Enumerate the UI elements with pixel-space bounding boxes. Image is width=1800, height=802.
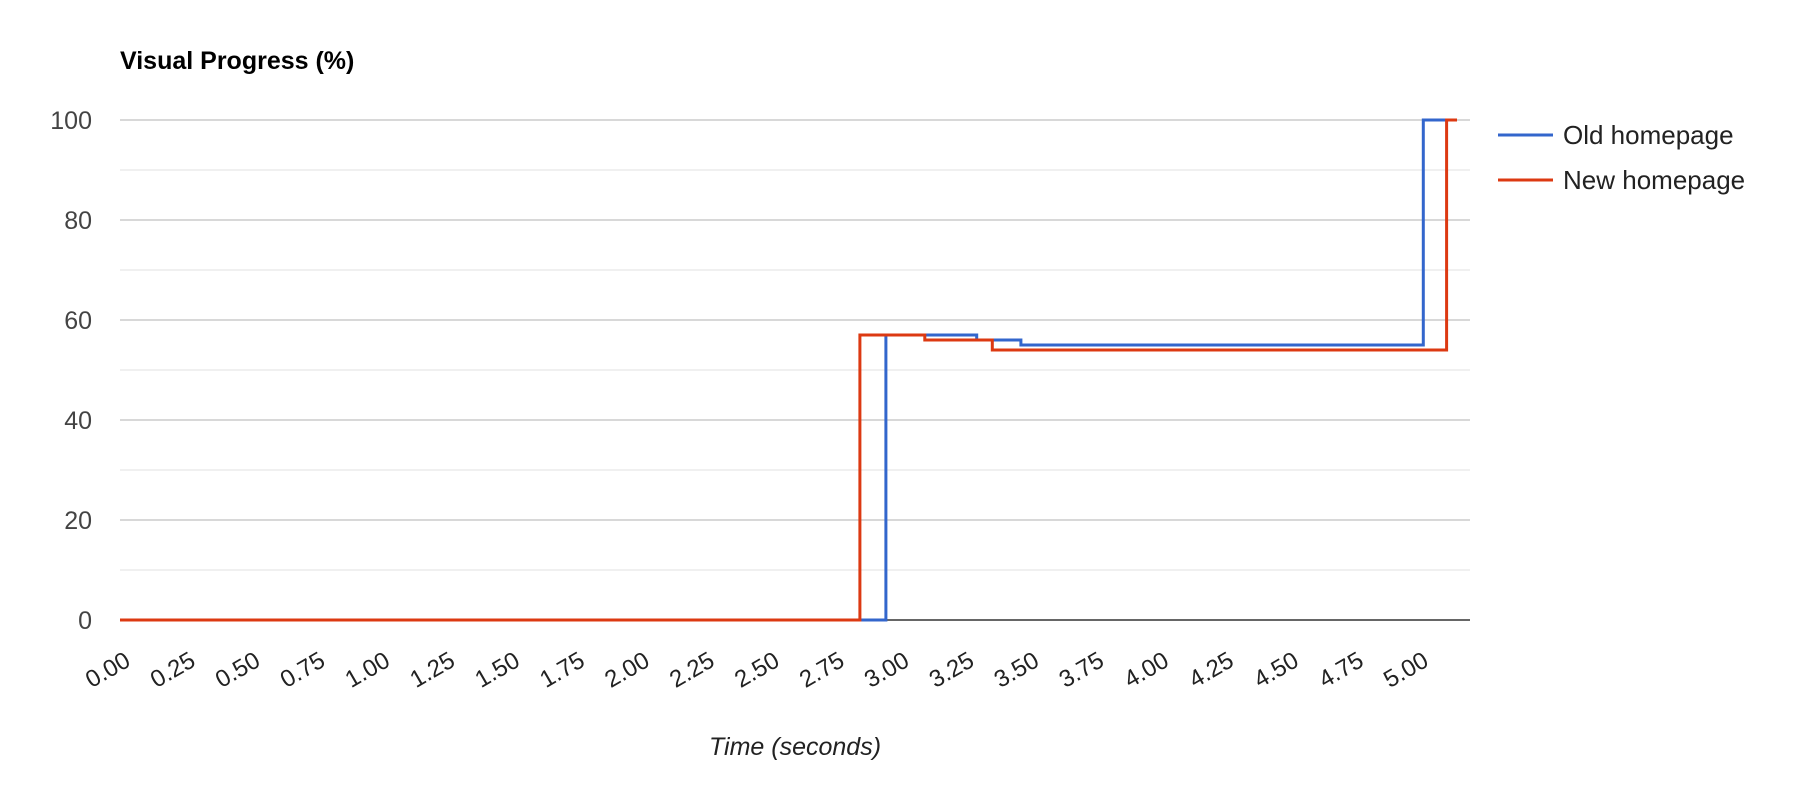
x-tick-label: 4.75 [1314, 647, 1368, 694]
x-tick-label: 1.00 [341, 647, 395, 694]
x-tick-label: 3.25 [925, 647, 979, 694]
x-tick-label: 0.25 [146, 647, 200, 694]
y-tick-label: 100 [50, 107, 92, 135]
y-tick-label: 80 [64, 207, 92, 235]
x-tick-label: 1.25 [406, 647, 460, 694]
y-tick-labels: 0 20 40 60 80 100 [50, 107, 92, 635]
series-line [120, 118, 1457, 622]
x-tick-labels: 0.00 0.25 0.50 0.75 1.00 1.25 1.50 1.75 2.00 2.25… [81, 647, 1433, 694]
x-tick-label: 1.75 [535, 647, 589, 694]
x-tick-label: 5.00 [1379, 647, 1433, 694]
series-line [120, 118, 1447, 622]
x-tick-label: 2.00 [600, 647, 654, 694]
y-tick-label: 20 [64, 507, 92, 535]
x-tick-label: 3.75 [1055, 647, 1109, 694]
x-tick-label: 2.50 [730, 647, 784, 694]
x-tick-label: 2.25 [665, 647, 719, 694]
x-tick-label: 4.50 [1249, 647, 1303, 694]
gridlines [120, 119, 1470, 571]
x-tick-label: 3.00 [860, 647, 914, 694]
x-tick-label: 4.25 [1184, 647, 1238, 694]
legend-label: Old homepage [1563, 120, 1734, 150]
x-tick-label: 3.50 [990, 647, 1044, 694]
x-tick-label: 1.50 [470, 647, 524, 694]
x-tick-label: 0.00 [81, 647, 135, 694]
x-tick-label: 0.50 [211, 647, 265, 694]
y-tick-label: 0 [78, 607, 92, 635]
series-lines [120, 118, 1457, 622]
x-tick-label: 4.00 [1120, 647, 1174, 694]
y-tick-label: 40 [64, 407, 92, 435]
y-tick-label: 60 [64, 307, 92, 335]
legend: Old homepage New homepage [1498, 120, 1745, 195]
legend-label: New homepage [1563, 165, 1745, 195]
x-tick-label: 2.75 [795, 647, 849, 694]
x-tick-label: 0.75 [276, 647, 330, 694]
x-axis-title: Time (seconds) [709, 733, 881, 761]
chart-title: Visual Progress (%) [120, 47, 354, 75]
